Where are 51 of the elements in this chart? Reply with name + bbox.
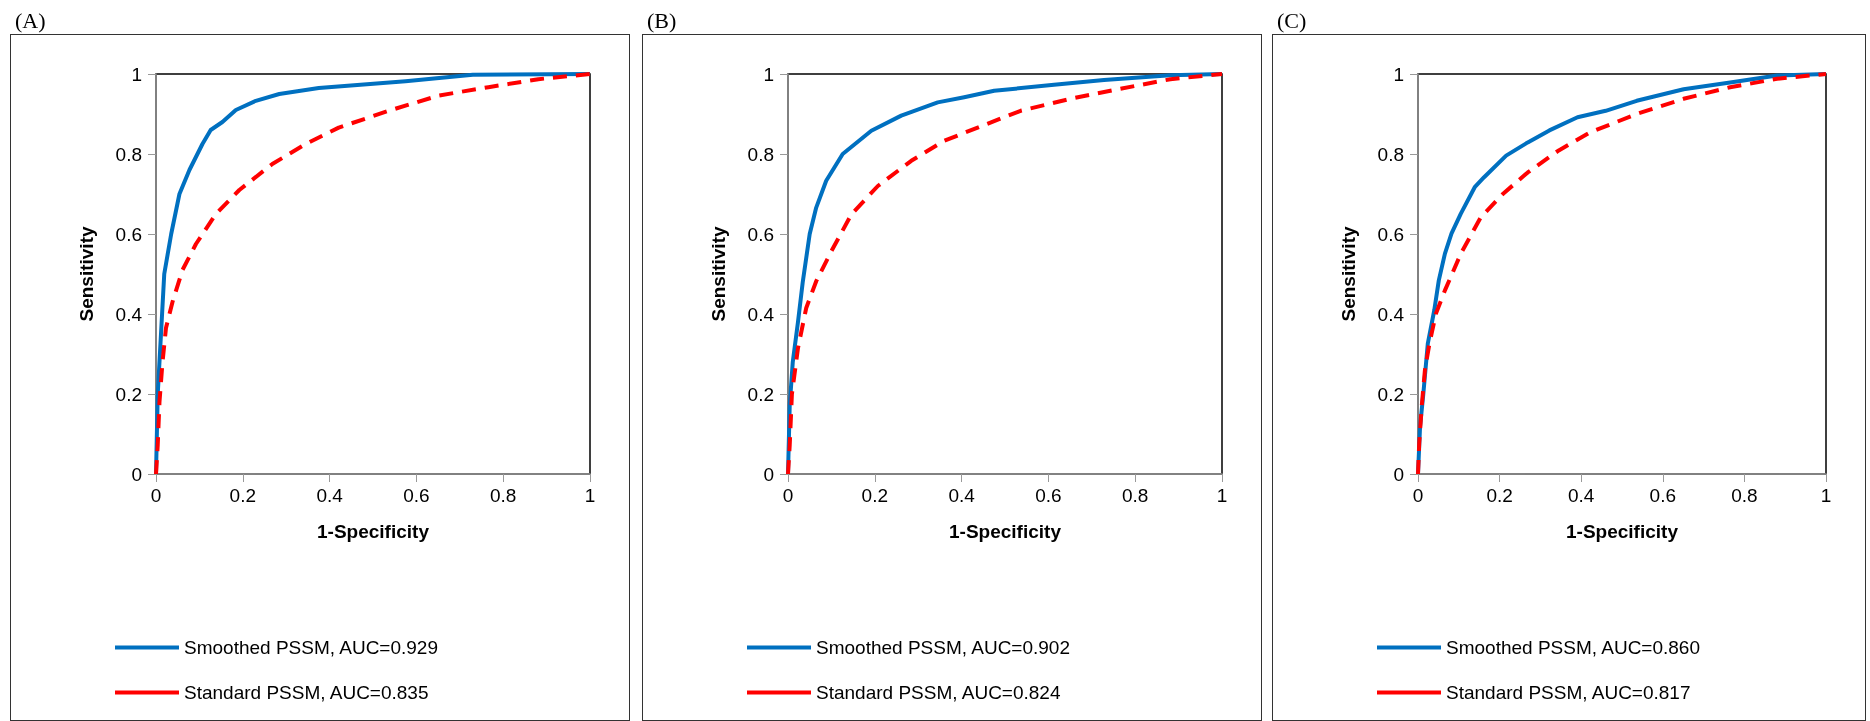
y-tick-label: 0.2 [747,383,774,405]
legend-label: Smoothed PSSM, AUC=0.929 [184,637,439,658]
x-tick-label: 0.6 [1649,485,1677,506]
y-tick-label: 0.8 [1377,143,1404,165]
x-tick-label: 0.6 [1035,485,1062,506]
x-tick-label: 0 [1412,485,1424,506]
x-axis-title: 1-Specificity [949,521,1062,542]
x-tick-label: 0.8 [1731,485,1758,506]
y-axis-title: Sensitivity [1338,226,1359,322]
x-tick-label: 0.8 [1121,485,1149,506]
legend-label: Standard PSSM, AUC=0.824 [816,682,1061,703]
x-tick-label: 0.2 [1486,485,1513,506]
y-tick-label: 0.6 [115,223,142,245]
y-tick-label: 0.4 [115,303,143,325]
y-tick-label: 0.6 [747,223,774,245]
y-tick-label: 0.6 [1377,223,1404,245]
x-tick-label: 0.8 [489,485,517,506]
x-tick-label: 1 [584,485,596,506]
x-tick-label: 0 [150,485,162,506]
y-axis-title: Sensitivity [708,226,729,322]
y-tick-label: 0.4 [1377,303,1405,325]
x-tick-label: 0.4 [1567,485,1595,506]
x-tick-label: 0.2 [229,485,257,506]
chart-title: (B) [647,7,677,33]
y-tick-label: 0.8 [747,143,774,165]
legend-label: Standard PSSM, AUC=0.817 [1446,682,1691,703]
chart-title: (C) [1277,7,1307,33]
legend-label: Smoothed PSSM, AUC=0.860 [1446,637,1701,658]
y-tick-label: 1 [763,63,774,85]
x-tick-label: 1 [1820,485,1832,506]
y-tick-label: 0 [763,463,774,485]
y-tick-label: 0.2 [115,383,142,405]
x-tick-label: 0.2 [861,485,889,506]
x-axis-title: 1-Specificity [317,521,430,542]
y-tick-label: 1 [131,63,142,85]
y-tick-label: 0 [1393,463,1404,485]
y-tick-label: 0.2 [1377,383,1404,405]
legend-label: Standard PSSM, AUC=0.835 [184,682,429,703]
y-tick-label: 1 [1393,63,1404,85]
chart-title: (A) [15,7,46,33]
x-tick-label: 0.4 [948,485,976,506]
x-axis-title: 1-Specificity [1566,521,1679,542]
y-tick-label: 0.8 [115,143,142,165]
y-tick-label: 0 [131,463,142,485]
legend-label: Smoothed PSSM, AUC=0.902 [816,637,1071,658]
x-tick-label: 0 [782,485,794,506]
x-tick-label: 1 [1216,485,1228,506]
x-tick-label: 0.4 [316,485,344,506]
x-tick-label: 0.6 [403,485,430,506]
y-axis-title: Sensitivity [76,226,97,322]
y-tick-label: 0.4 [747,303,775,325]
